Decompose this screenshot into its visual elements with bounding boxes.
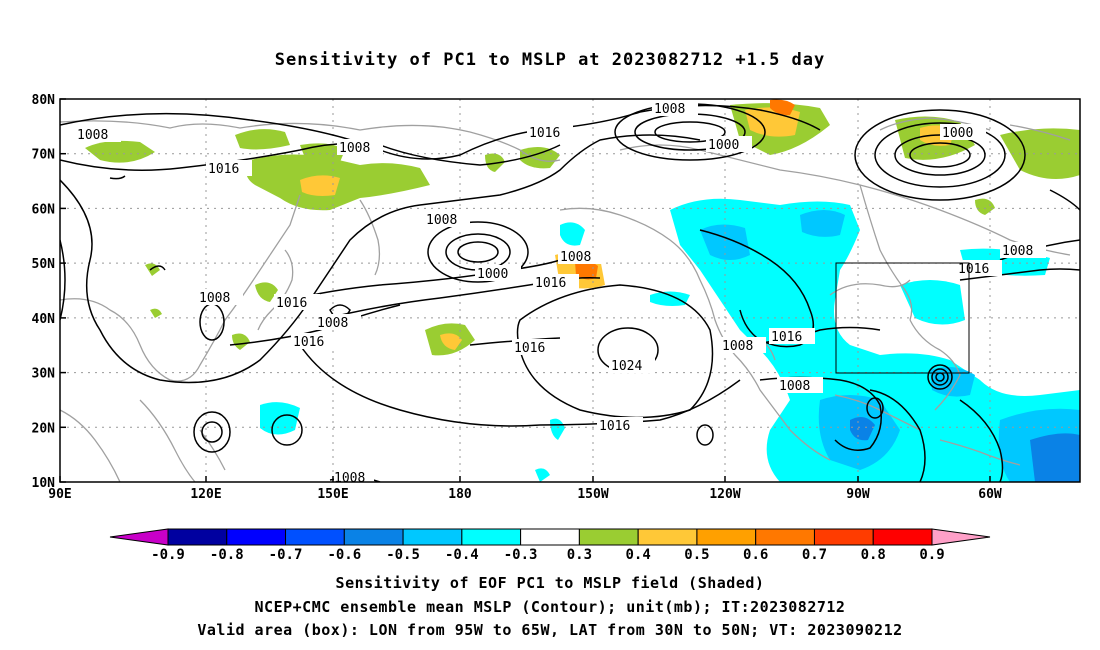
lon-label: 120W — [709, 487, 740, 502]
colorbar-swatch — [637, 528, 698, 546]
colorbar-swatch — [461, 528, 522, 546]
colorbar-label: -0.5 — [386, 547, 420, 563]
colorbar-label: 0.9 — [919, 547, 944, 563]
negative-shading — [260, 198, 1080, 482]
contour-label: 1008 — [317, 316, 348, 331]
lat-label: 10N — [32, 476, 56, 491]
contour-label: 1000 — [942, 126, 973, 141]
colorbar-label: 0.6 — [743, 547, 768, 563]
contour-label: 1008 — [779, 379, 810, 394]
contour-label: 1016 — [529, 126, 560, 141]
colorbar-label: 0.7 — [802, 547, 827, 563]
contour-label: 1000 — [708, 138, 739, 153]
colorbar-swatch — [226, 528, 287, 546]
negative-shading-strong — [850, 416, 1080, 482]
lat-label: 40N — [32, 312, 56, 327]
colorbar-label: 0.5 — [684, 547, 709, 563]
colorbar-label: -0.3 — [504, 547, 538, 563]
lon-label: 90W — [846, 487, 870, 502]
colorbar-swatch — [872, 528, 933, 546]
contour-label: 1000 — [477, 267, 508, 282]
contour-label: 1016 — [208, 162, 239, 177]
colorbar-swatch — [578, 528, 639, 546]
colorbar-arrow-high — [931, 528, 991, 546]
contour-label: 1008 — [199, 291, 230, 306]
lon-label: 60W — [978, 487, 1002, 502]
contour-label: 1008 — [722, 339, 753, 354]
lon-label: 120E — [190, 487, 221, 502]
colorbar-label: -0.7 — [269, 547, 303, 563]
caption-line-1: Sensitivity of EOF PC1 to MSLP field (Sh… — [335, 574, 765, 592]
colorbar-label: 0.8 — [861, 547, 886, 563]
valid-area-box — [835, 262, 970, 374]
contour-label: 1008 — [77, 128, 108, 143]
colorbar-label: 0.3 — [567, 547, 592, 563]
caption-line-2: NCEP+CMC ensemble mean MSLP (Contour); u… — [254, 598, 846, 616]
lat-label: 30N — [32, 367, 56, 382]
contour-label: 1008 — [339, 141, 370, 156]
contour-label: 1008 — [334, 471, 365, 486]
colorbar-arrow-low — [109, 528, 169, 546]
axis-ticks — [59, 98, 991, 483]
lat-label: 60N — [32, 202, 56, 217]
contour-label: 1016 — [293, 335, 324, 350]
contour-label: 1008 — [654, 102, 685, 117]
colorbar-swatch — [167, 528, 228, 546]
colorbar-label: -0.8 — [210, 547, 244, 563]
lat-label: 70N — [32, 148, 56, 163]
lon-label: 150E — [317, 487, 348, 502]
colorbar-label: -0.4 — [445, 547, 479, 563]
contour-label: 1016 — [599, 419, 630, 434]
colorbar-swatch — [520, 528, 580, 546]
positive-shading-peak — [575, 99, 795, 280]
colorbar: -0.9 -0.8 -0.7 -0.6 -0.5 -0.4 -0.3 0.3 0.4 0.5 0.6… — [109, 528, 991, 563]
lon-label: 90E — [48, 487, 71, 502]
lon-label: 150W — [577, 487, 608, 502]
contour-label: 1016 — [958, 262, 989, 277]
colorbar-label: 0.4 — [626, 547, 651, 563]
caption-line-3: Valid area (box): LON from 95W to 65W, L… — [197, 621, 903, 639]
colorbar-swatch — [402, 528, 463, 546]
colorbar-swatch — [755, 528, 815, 546]
contour-label: 1016 — [535, 276, 566, 291]
colorbar-swatch — [343, 528, 404, 546]
map-title: Sensitivity of PC1 to MSLP at 2023082712… — [274, 50, 826, 70]
colorbar-swatch — [696, 528, 757, 546]
lat-label: 20N — [32, 421, 56, 436]
contour-label: 1016 — [514, 341, 545, 356]
plot-frame — [59, 98, 1081, 483]
lat-label: 50N — [32, 257, 56, 272]
contour-label: 1016 — [276, 296, 307, 311]
contour-label: 1024 — [611, 359, 642, 374]
latitude-labels: 80N 70N 60N 50N 40N 30N 20N 10N — [32, 93, 56, 491]
colorbar-label: -0.6 — [327, 547, 361, 563]
lat-label: 80N — [32, 93, 56, 108]
lon-label: 180 — [448, 487, 472, 502]
longitude-labels: 90E 120E 150E 180 150W 120W 90W 60W — [48, 487, 1002, 502]
contour-label: 1008 — [426, 213, 457, 228]
contour-label: 1016 — [771, 330, 802, 345]
colorbar-swatch — [285, 528, 345, 546]
sensitivity-shading — [85, 99, 1080, 482]
contour-label: 1008 — [1002, 244, 1033, 259]
colorbar-swatch — [813, 528, 874, 546]
contour-label: 1008 — [560, 250, 591, 265]
contour-label-group: 1008 1008 1016 1016 1008 1000 1008 1000 … — [77, 102, 1034, 486]
colorbar-label: -0.9 — [151, 547, 185, 563]
